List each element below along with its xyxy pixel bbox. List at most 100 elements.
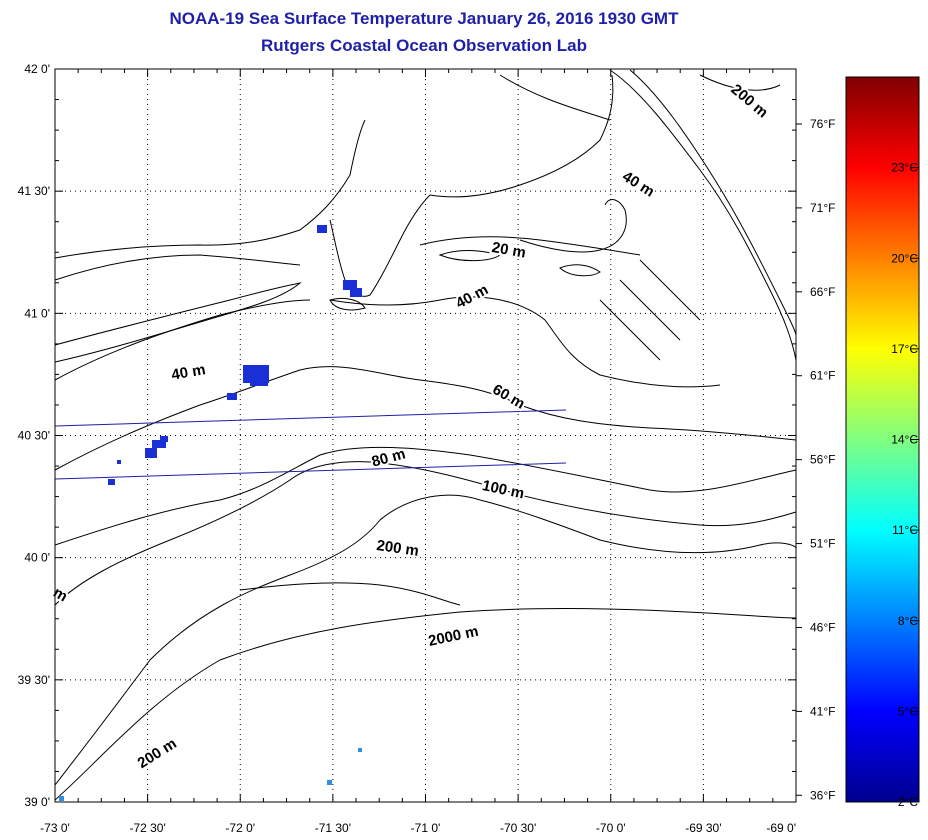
sst-data-patches	[59, 225, 362, 801]
contour-label-group: 200 m	[726, 79, 774, 123]
sst-patch-light	[59, 796, 64, 801]
contour-label-group: 60 m	[488, 379, 530, 415]
contour-80m	[54, 446, 797, 546]
contour-label: m	[50, 584, 70, 605]
contour-label-group: 200 m	[133, 733, 182, 774]
sst-patch	[350, 288, 362, 297]
lat-tick-label: 41 0'	[24, 306, 50, 320]
coastline-long-island	[54, 282, 302, 363]
lon-tick-label: -72 30'	[129, 821, 165, 835]
colorbar-celsius-label: 11°C	[892, 523, 918, 537]
coastline-marthas-vineyard	[438, 250, 502, 262]
colorbar-fahrenheit-label: 71°F	[810, 201, 835, 215]
sst-patch	[117, 460, 121, 464]
contour-label-group: 40 m	[168, 359, 209, 386]
contour-label: 100 m	[481, 477, 526, 502]
contour-label-group: 2000 m	[425, 621, 482, 652]
colorbar-celsius-label: 23°C	[891, 161, 918, 175]
coastline	[54, 74, 701, 363]
colorbar-fahrenheit-label: 36°F	[810, 788, 835, 802]
contour-shelf-south	[239, 582, 461, 606]
colorbar-fahrenheit-label: 66°F	[810, 285, 835, 299]
colorbar-celsius-label: 14°C	[891, 433, 918, 447]
coastline-rhode-island	[329, 194, 431, 297]
sst-patch-light	[358, 748, 362, 752]
contour-label: 40 m	[453, 281, 491, 312]
contour-gulf-maine-1	[609, 69, 797, 361]
track-line-2	[54, 462, 567, 480]
colorbar-fahrenheit-label: 61°F	[810, 369, 835, 383]
contour-labels: 200 m 40 m 20 m 40 m 40 m 60 m 80 m 100 m 200 m 2…	[48, 79, 774, 774]
lon-tick-label: -72 0'	[225, 821, 255, 835]
colorbar-fahrenheit-label: 41°F	[810, 704, 835, 718]
contour-label: 60 m	[490, 381, 528, 413]
sst-patch	[108, 479, 115, 485]
colorbar-labels: 2°C 5°C 8°C 11°C 14°C 17°C 20°C 23°C 36°F 41°F 46°…	[796, 117, 919, 809]
bathymetry-contours	[54, 69, 797, 801]
sst-patch	[343, 280, 357, 290]
lon-tick-label: -69 0'	[766, 821, 796, 835]
contour-label-group: 20 m	[488, 237, 529, 264]
coastline-block-island	[329, 297, 366, 311]
sst-patch	[317, 225, 327, 233]
lat-tick-label: 40 0'	[24, 551, 50, 565]
coastline-connecticut	[54, 119, 366, 259]
contour-label-group: m	[48, 582, 72, 607]
contour-20m	[54, 236, 641, 281]
contour-label-group: 40 m	[451, 279, 493, 314]
grid-lines	[54, 68, 797, 803]
contour-label: 80 m	[370, 445, 407, 470]
lon-tick-label: -70 30'	[500, 821, 536, 835]
contour-2000m	[54, 608, 797, 801]
colorbar-celsius-label: 5°C	[898, 704, 918, 718]
contour-label: 20 m	[490, 239, 527, 262]
lon-tick-label: -69 30'	[685, 821, 721, 835]
colorbar-celsius-label: 8°C	[898, 614, 918, 628]
contour-40m-east	[329, 296, 721, 388]
lat-tick-label: 40 30'	[18, 429, 50, 443]
contour-label: 40 m	[619, 168, 657, 201]
colorbar-celsius-label: 20°C	[891, 251, 918, 265]
sst-patch-light	[327, 780, 332, 785]
sst-patch	[250, 380, 268, 386]
contour-label: 200 m	[375, 537, 419, 560]
lon-tick-label: -71 0'	[411, 821, 441, 835]
contour-label-group: 40 m	[617, 166, 659, 203]
contour-label-group: 100 m	[479, 475, 528, 504]
sst-patch	[160, 436, 168, 442]
contour-100m	[54, 461, 797, 606]
coastline-nantucket	[559, 264, 601, 277]
satellite-track-lines	[54, 409, 567, 480]
sst-patch	[152, 440, 166, 448]
contour-label-group: 80 m	[368, 443, 409, 472]
contour-200m-south	[54, 494, 797, 786]
colorbar	[845, 76, 920, 803]
lon-tick-label: -73 0'	[40, 821, 70, 835]
sst-patch	[243, 365, 269, 383]
coastline-cape-cod	[519, 199, 627, 253]
colorbar-fahrenheit-label: 76°F	[810, 117, 835, 131]
contour-label: 200 m	[728, 81, 772, 121]
lon-tick-label: -70 0'	[596, 821, 626, 835]
lat-tick-label: 39 0'	[24, 795, 50, 809]
colorbar-fahrenheit-label: 51°F	[810, 537, 835, 551]
coastline-massachusetts	[429, 74, 614, 198]
colorbar-celsius-label: 2°C	[898, 795, 918, 809]
sst-patch	[227, 393, 237, 400]
colorbar-fahrenheit-label: 56°F	[810, 453, 835, 467]
coastline-shoals	[599, 259, 701, 361]
sst-patch	[145, 448, 157, 458]
map-subtitle: Rutgers Coastal Ocean Observation Lab	[261, 36, 587, 55]
axis-labels: 42 0' 41 30' 41 0' 40 30' 40 0' 39 30' 39 0' -7…	[18, 62, 796, 835]
lat-tick-label: 42 0'	[24, 62, 50, 76]
lat-tick-label: 41 30'	[18, 184, 50, 198]
map-frame	[54, 68, 797, 803]
map-title: NOAA-19 Sea Surface Temperature January …	[169, 9, 679, 28]
contour-60m	[54, 366, 797, 471]
lat-tick-label: 39 30'	[18, 673, 50, 687]
colorbar-fahrenheit-label: 46°F	[810, 620, 835, 634]
contour-label-group: 200 m	[373, 535, 421, 562]
contour-label: 200 m	[135, 735, 180, 772]
colorbar-celsius-label: 17°C	[891, 342, 918, 356]
